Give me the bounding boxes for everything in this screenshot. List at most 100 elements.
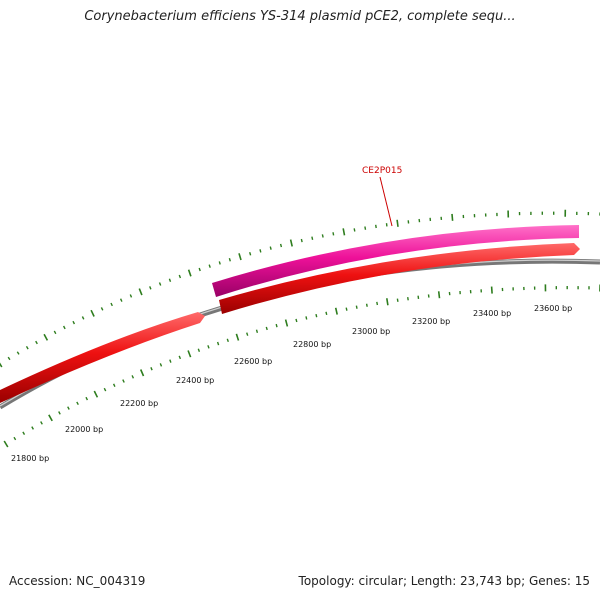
outer-tick — [35, 340, 38, 345]
outer-tick — [228, 258, 231, 262]
outer-tick — [238, 253, 242, 261]
inner-tick — [275, 323, 278, 328]
inner-tick — [226, 338, 229, 343]
outer-tick — [218, 261, 221, 265]
outer-tick — [110, 302, 113, 307]
outer-tick — [198, 267, 201, 272]
inner-tick — [85, 396, 89, 401]
outer-tick — [396, 219, 399, 227]
tick-label-23200: 23200 bp — [412, 317, 450, 326]
outer-tick — [364, 226, 367, 230]
gene-ce2p015[interactable] — [212, 225, 579, 297]
outer-tick — [16, 351, 20, 355]
inner-tick — [93, 390, 99, 398]
inner-tick — [159, 363, 163, 367]
tick-label-23000: 23000 bp — [352, 327, 390, 336]
inner-tick — [48, 414, 53, 422]
outer-tick-marks — [0, 209, 600, 368]
outer-tick — [375, 224, 377, 229]
inner-tick — [13, 436, 17, 441]
inner-tick — [139, 369, 145, 377]
inner-tick — [325, 311, 328, 316]
inner-tick — [122, 379, 125, 383]
topology-info: Topology: circular; Length: 23,743 bp; G… — [298, 574, 590, 588]
inner-tick — [365, 303, 368, 307]
outer-tick — [342, 228, 346, 236]
inner-tick — [295, 318, 298, 323]
inner-tick — [315, 313, 318, 318]
inner-tick — [345, 307, 348, 311]
outer-tick — [62, 325, 66, 330]
outer-tick — [279, 243, 283, 248]
outer-tick — [53, 330, 57, 335]
outer-tick — [168, 278, 172, 282]
inner-tick — [246, 332, 249, 336]
outer-tick — [259, 249, 262, 253]
outer-tick — [149, 286, 152, 290]
inner-tick — [207, 345, 210, 349]
gene-label-ce2p015[interactable]: CE2P015 — [362, 166, 402, 176]
outer-tick — [187, 269, 192, 277]
outer-tick — [7, 356, 11, 361]
inner-tick — [437, 291, 441, 299]
outer-tick — [0, 362, 3, 368]
inner-tick — [407, 296, 409, 301]
outer-tick — [332, 232, 335, 236]
inner-tick — [284, 319, 289, 327]
gene-arrow-left[interactable] — [0, 312, 205, 403]
inner-tick — [197, 348, 201, 353]
outer-tick — [300, 238, 303, 243]
gene-arrow-right[interactable] — [219, 243, 580, 314]
outer-tick — [321, 234, 324, 238]
inner-tick — [376, 301, 379, 306]
outer-tick — [208, 264, 211, 268]
tick-label-22000: 22000 bp — [65, 425, 103, 434]
outer-tick — [129, 294, 133, 298]
tick-label-22200: 22200 bp — [120, 399, 158, 408]
outer-tick — [72, 320, 76, 325]
inner-tick — [305, 316, 308, 320]
inner-tick — [255, 329, 259, 333]
outer-tick — [100, 307, 104, 311]
inner-tick — [31, 426, 35, 430]
inner-tick — [67, 406, 70, 410]
inner-tick — [150, 367, 153, 371]
outer-tick — [158, 282, 162, 286]
inner-tick — [386, 298, 389, 306]
outer-tick — [90, 309, 95, 317]
outer-tick — [178, 274, 182, 279]
inner-tick — [131, 375, 135, 379]
outer-tick — [138, 288, 143, 296]
inner-tick — [355, 305, 358, 309]
outer-tick — [451, 213, 454, 221]
inner-tick — [22, 431, 26, 435]
outer-tick — [311, 236, 314, 240]
outer-tick — [289, 239, 293, 247]
inner-tick — [334, 307, 338, 315]
outer-tick — [353, 228, 356, 232]
inner-tick — [58, 411, 61, 415]
inner-tick — [76, 401, 79, 406]
tick-label-22800: 22800 bp — [293, 340, 331, 349]
inner-tick — [178, 355, 182, 360]
inner-tick — [265, 326, 268, 331]
inner-tick — [235, 333, 240, 341]
inner-tick — [216, 341, 220, 346]
accession-label: Accession: NC_004319 — [9, 574, 146, 588]
tick-label-23600: 23600 bp — [534, 304, 572, 313]
tick-label-22400: 22400 bp — [176, 376, 214, 385]
inner-tick — [112, 383, 116, 387]
inner-tick — [396, 298, 399, 302]
tick-label-21800: 21800 bp — [11, 454, 49, 463]
tick-label-22600: 22600 bp — [234, 357, 272, 366]
outer-tick — [119, 298, 123, 302]
outer-tick — [25, 345, 29, 350]
gene-label-leader — [379, 176, 393, 227]
inner-tick — [187, 350, 192, 358]
inner-tick — [490, 286, 493, 294]
map-title: Corynebacterium efficiens YS-314 plasmid… — [84, 9, 516, 24]
tick-label-23400: 23400 bp — [473, 309, 511, 318]
inner-tick — [40, 421, 43, 425]
inner-tick — [169, 359, 172, 363]
outer-tick — [43, 333, 49, 341]
